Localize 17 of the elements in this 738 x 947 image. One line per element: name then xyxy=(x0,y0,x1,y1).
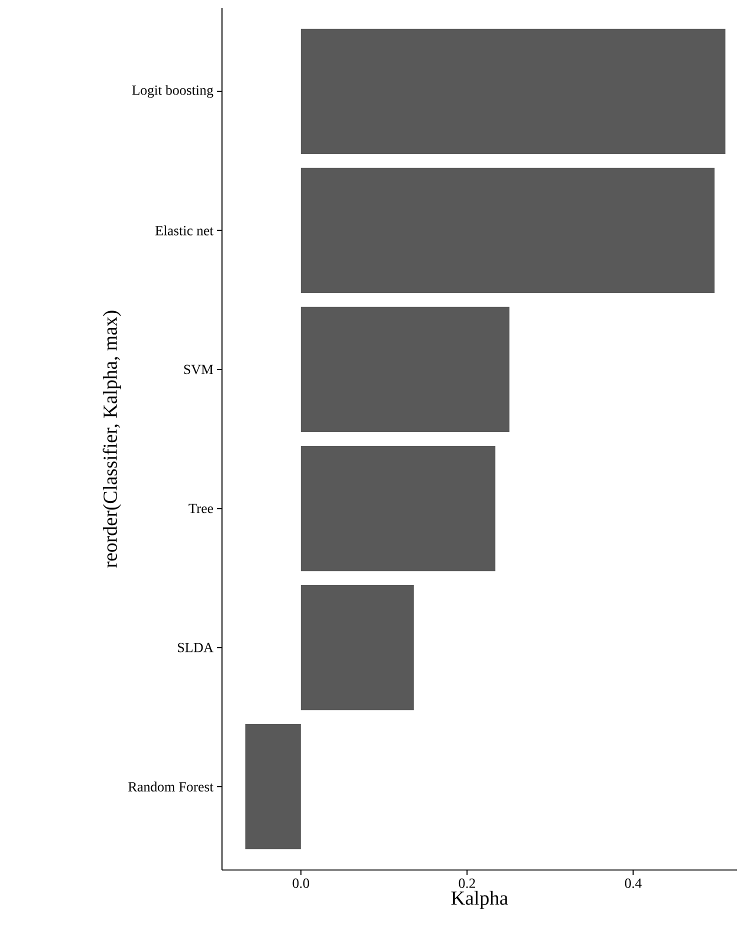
y-axis-title: reorder(Classifier, Kalpha, max) xyxy=(102,310,122,568)
bar xyxy=(300,306,510,432)
bar xyxy=(300,446,496,572)
y-tick-label: Elastic net xyxy=(155,226,214,236)
y-tick-label: SVM xyxy=(184,364,214,374)
bar xyxy=(300,28,726,154)
y-tick-label: SLDA xyxy=(178,642,214,652)
x-tick-label: 0.2 xyxy=(458,878,475,888)
bar xyxy=(300,168,715,294)
bar xyxy=(300,584,414,710)
y-tick-label: Random Forest xyxy=(128,782,214,792)
bar xyxy=(245,724,301,850)
x-axis-title: Kalpha xyxy=(451,890,508,909)
y-tick-label: Tree xyxy=(188,504,213,514)
y-tick-label: Logit boosting xyxy=(132,85,214,98)
x-tick-label: 0.4 xyxy=(624,878,642,888)
x-tick-label: 0.0 xyxy=(292,878,310,888)
